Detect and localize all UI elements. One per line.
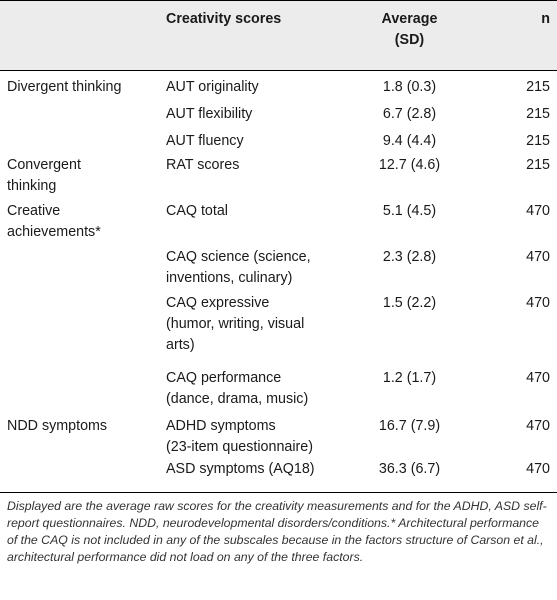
row-n: 470 [526, 370, 550, 386]
row-average: 1.2 (1.7) [382, 370, 437, 386]
row-average: 5.1 (4.5) [382, 203, 437, 219]
row-measure: RAT scores [166, 157, 240, 173]
row-average: 1.8 (0.3) [382, 79, 437, 95]
row-measure: arts) [166, 337, 195, 353]
row-measure: AUT flexibility [166, 106, 253, 122]
creativity-scores-table: Creativity scores Average (SD) n Diverge… [0, 0, 557, 493]
header-sd: (SD) [394, 32, 425, 48]
row-measure: CAQ expressive [166, 295, 270, 311]
row-measure: (23-item questionnaire) [166, 439, 314, 455]
header-average: Average [381, 11, 438, 27]
row-n: 470 [526, 418, 550, 434]
row-average: 9.4 (4.4) [382, 133, 437, 149]
row-n: 470 [526, 295, 550, 311]
row-average: 1.5 (2.2) [382, 295, 437, 311]
row-measure: inventions, culinary) [166, 270, 293, 286]
row-average: 2.3 (2.8) [382, 249, 437, 265]
row-average: 6.7 (2.8) [382, 106, 437, 122]
row-measure: (dance, drama, music) [166, 391, 309, 407]
row-measure: ASD symptoms (AQ18) [166, 461, 315, 477]
table-top-rule [0, 0, 557, 1]
row-measure: CAQ science (science, [166, 249, 311, 265]
row-category: Creative [7, 203, 61, 219]
row-n: 470 [526, 249, 550, 265]
row-measure: CAQ performance [166, 370, 282, 386]
table-header-rule [0, 70, 557, 71]
row-n: 470 [526, 461, 550, 477]
row-measure: AUT fluency [166, 133, 244, 149]
header-n: n [541, 11, 550, 27]
row-n: 470 [526, 203, 550, 219]
table-bottom-rule [0, 492, 557, 493]
row-measure: CAQ total [166, 203, 228, 219]
row-category: Convergent [7, 157, 81, 173]
table-footnote: Displayed are the average raw scores for… [7, 499, 547, 564]
header-creativity-scores: Creativity scores [166, 11, 282, 27]
row-measure: AUT originality [166, 79, 259, 95]
row-n: 215 [526, 157, 550, 173]
row-n: 215 [526, 133, 550, 149]
row-measure: (humor, writing, visual [166, 316, 305, 332]
table-header-band: Creativity scores Average (SD) n [0, 0, 557, 70]
row-n: 215 [526, 79, 550, 95]
row-measure: ADHD symptoms [166, 418, 276, 434]
row-category: thinking [7, 178, 57, 194]
row-average: 16.7 (7.9) [378, 418, 441, 434]
row-n: 215 [526, 106, 550, 122]
row-category: Divergent thinking [7, 79, 122, 95]
row-category: achievements* [7, 224, 101, 240]
row-average: 12.7 (4.6) [378, 157, 441, 173]
row-category: NDD symptoms [7, 418, 108, 434]
row-average: 36.3 (6.7) [378, 461, 441, 477]
